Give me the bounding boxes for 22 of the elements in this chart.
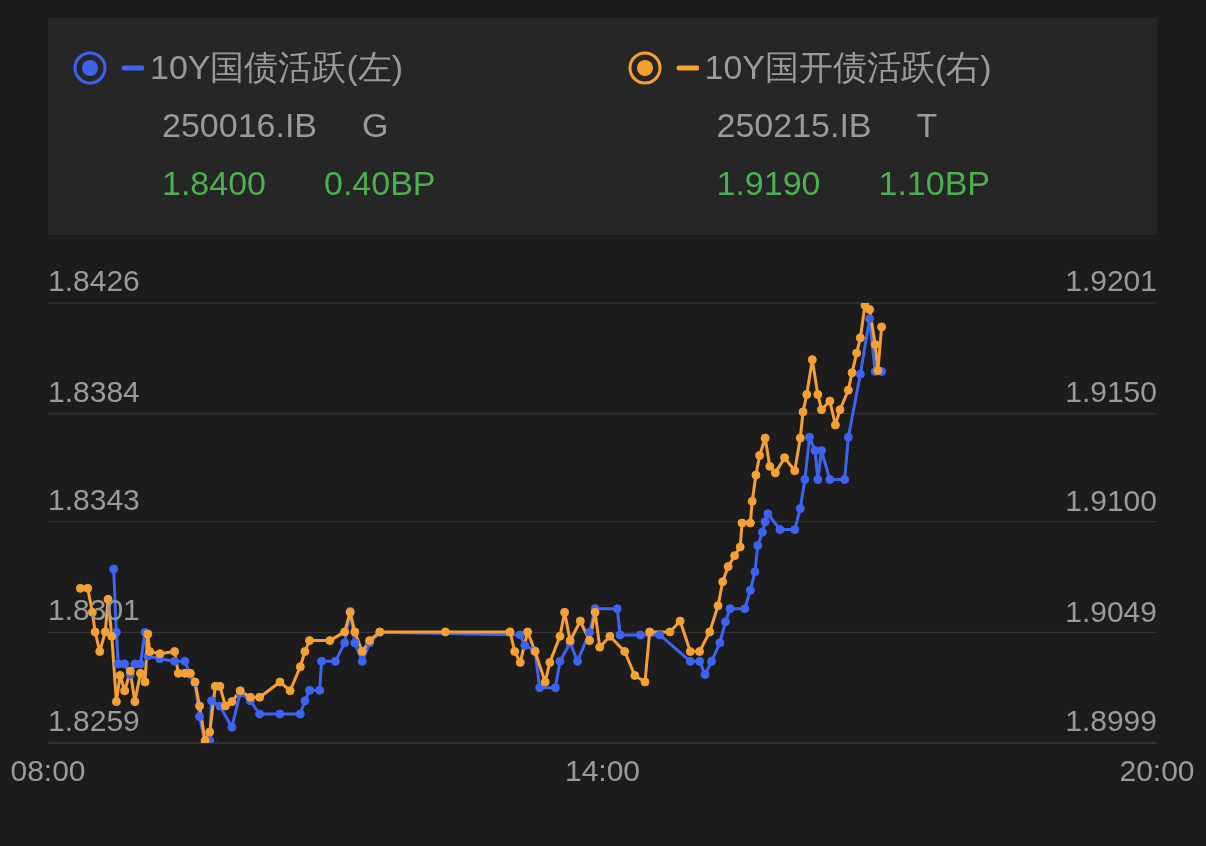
x-tick-label: 14:00 [564,754,641,787]
y2-tick-label: 1.8999 [1065,704,1157,737]
text: 0.40BP [324,163,436,203]
text: 250215.IB [716,105,873,145]
legend-label: 10Y国债活跃(左) [150,47,404,88]
text: 1.9190 [716,163,822,203]
y2-tick-label: 1.9150 [1065,375,1157,409]
y2-tick-label: 1.9049 [1065,595,1157,629]
text: T [916,105,938,145]
y-tick-label: 1.8384 [48,374,140,408]
y2-tick-label: 1.9201 [1065,264,1157,297]
y-tick-label: 1.8343 [48,482,140,516]
text: 250016.IB [162,105,319,145]
x-tick-label: 08:00 [10,754,86,787]
text: 1.8400 [162,163,267,203]
text: 1.10BP [878,163,991,203]
legend-label: 10Y国开债活跃(右) [704,47,992,88]
x-tick-label: 20:00 [1119,754,1195,787]
y-tick-label: 1.8259 [48,704,140,737]
text: G [362,105,389,145]
y2-tick-label: 1.9100 [1065,484,1157,517]
y-tick-label: 1.8426 [48,264,140,297]
